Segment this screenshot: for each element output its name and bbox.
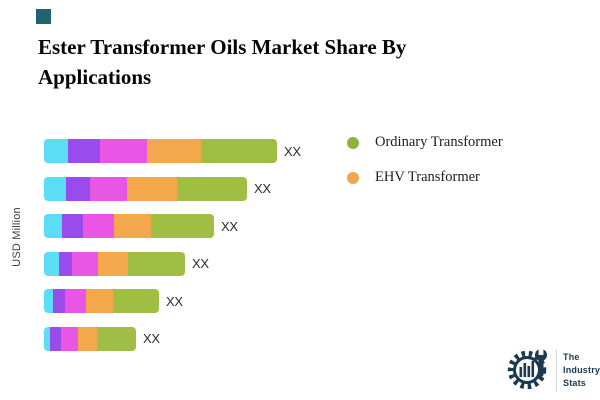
bar-segment-cyan — [44, 326, 50, 351]
bar-segment-purple — [66, 176, 90, 201]
legend-item: EHV Transformer — [347, 169, 503, 186]
stacked-bar — [44, 176, 247, 201]
y-axis-label: USD Million — [11, 207, 23, 267]
bar-segment-purple — [68, 139, 100, 163]
bar-segment-purple — [50, 326, 61, 351]
bar-segment-green — [177, 176, 247, 201]
industry-stats-logo: The Industry Stats — [506, 344, 600, 397]
bar-segment-magenta — [72, 251, 98, 276]
bars: XX XX XX XX XX XX — [44, 139, 301, 365]
bar-value-label: XX — [254, 181, 271, 197]
bar-segment-cyan — [44, 139, 68, 163]
bar-segment-green — [113, 289, 159, 314]
bar-segment-green — [97, 326, 136, 351]
legend-dot-icon — [347, 136, 359, 149]
bar-segment-cyan — [44, 214, 62, 239]
bar-value-label: XX — [143, 331, 160, 347]
legend-item: Ordinary Transformer — [347, 134, 503, 151]
stacked-bar — [44, 139, 277, 163]
bar-segment-orange — [98, 251, 128, 276]
bar-row: XX — [44, 289, 301, 314]
bar-segment-cyan — [44, 251, 59, 276]
chart-title: Ester Transformer Oils Market Share By A… — [38, 35, 407, 90]
legend-label: EHV Transformer — [375, 169, 480, 185]
bar-segment-purple — [62, 214, 83, 239]
bar-segment-orange — [86, 289, 113, 314]
accent-square — [36, 9, 51, 24]
bar-value-label: XX — [166, 293, 183, 309]
legend-label: Ordinary Transformer — [375, 134, 503, 150]
logo-divider — [556, 349, 557, 392]
bar-segment-purple — [59, 251, 72, 276]
bar-segment-green — [201, 139, 277, 163]
bar-row: XX — [44, 326, 301, 351]
logo-text-line1: The — [563, 352, 580, 362]
bar-segment-magenta — [61, 326, 78, 351]
stacked-bar — [44, 214, 214, 239]
bar-value-label: XX — [221, 218, 238, 234]
bar-segment-magenta — [90, 176, 127, 201]
bar-segment-cyan — [44, 176, 66, 201]
legend-dot-icon — [347, 171, 359, 184]
bar-segment-orange — [114, 214, 151, 239]
bar-segment-orange — [127, 176, 177, 201]
bar-segment-green — [128, 251, 185, 276]
bar-segment-orange — [147, 139, 201, 163]
stacked-bar — [44, 251, 185, 276]
bar-segment-orange — [78, 326, 97, 351]
bar-value-label: XX — [192, 256, 209, 272]
bar-segment-purple — [53, 289, 65, 314]
gear-wrench-chart-icon — [506, 344, 552, 397]
bar-row: XX — [44, 176, 301, 201]
logo-text-line2: Industry — [563, 365, 600, 375]
bar-segment-magenta — [83, 214, 114, 239]
legend: Ordinary Transformer EHV Transformer — [347, 134, 503, 186]
bar-segment-magenta — [100, 139, 147, 163]
bar-segment-green — [151, 214, 214, 239]
bar-row: XX — [44, 139, 301, 163]
logo-text: The Industry Stats — [563, 351, 600, 390]
bar-row: XX — [44, 214, 301, 239]
bar-segment-cyan — [44, 289, 53, 314]
logo-text-line3: Stats — [563, 378, 587, 388]
bar-value-label: XX — [284, 143, 301, 159]
bar-segment-magenta — [65, 289, 86, 314]
stacked-bar — [44, 326, 136, 351]
stacked-bar — [44, 289, 159, 314]
bar-row: XX — [44, 251, 301, 276]
